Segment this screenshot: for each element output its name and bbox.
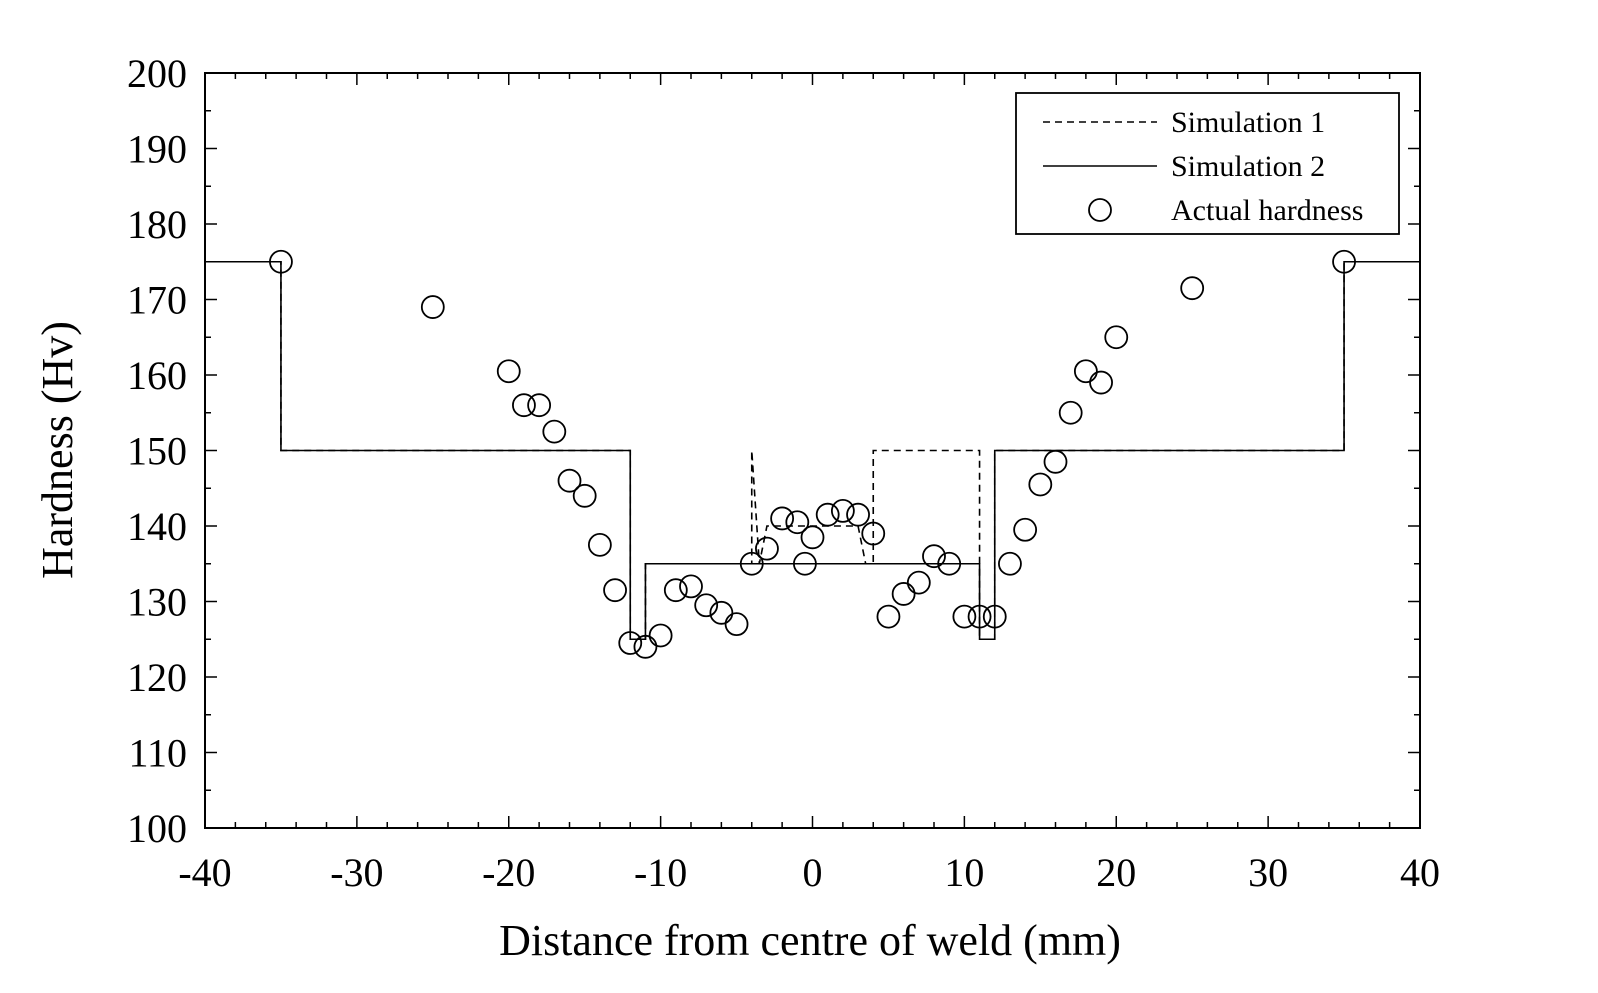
actual-hardness-point [572,483,597,508]
actual-hardness-point [1104,325,1129,350]
actual-hardness-point [663,578,688,603]
y-tick-label: 160 [127,353,187,398]
actual-hardness-point [793,551,817,576]
actual-hardness-point [557,468,582,493]
legend: Simulation 1 Simulation 2 Actual hardness [1015,92,1400,235]
y-tick-label: 100 [127,806,187,851]
tick-labels: -40 -30 -20 -10 0 10 20 30 40 100 110 120 130 140 150 1… [127,51,1440,895]
legend-label: Simulation 1 [1171,106,1325,139]
y-tick-label: 190 [127,127,187,172]
actual-hardness-point [922,544,946,569]
y-tick-label: 140 [127,504,187,549]
actual-hardness-point [648,623,673,648]
x-tick-label: 0 [803,850,823,895]
actual-hardness-point [527,393,552,418]
actual-hardness-point [1180,276,1205,301]
actual-hardness-point [876,604,901,629]
actual-hardness-point [982,604,1007,629]
actual-hardness-point [603,578,627,603]
actual-hardness-point [512,393,536,418]
actual-hardness-point [1089,370,1113,395]
actual-hardness-point [1013,517,1038,542]
series-layer [205,260,1420,641]
actual-hardness-point [846,502,870,527]
actual-hardness-point [1332,249,1356,274]
actual-hardness-point [785,510,810,535]
actual-hardness-point [633,634,658,659]
actual-hardness-point [694,593,719,618]
legend-label: Simulation 2 [1171,150,1325,183]
x-tick-label: -30 [330,850,383,895]
actual-hardness-point [906,570,931,595]
actual-hardness-point [269,249,293,274]
actual-hardness-point [420,295,445,319]
legend-box [1015,92,1400,235]
actual-hardness-point [937,551,962,576]
x-axis-title: Distance from centre of weld (mm) [499,916,1121,965]
actual-hardness-point [815,502,840,527]
actual-hardness-point [755,536,779,561]
actual-hardness-point [861,521,886,546]
actual-hardness-point [998,551,1022,576]
actual-hardness-point [724,612,749,637]
actual-hardness-point [496,359,521,384]
y-tick-label: 120 [127,655,187,700]
legend-label: Actual hardness [1171,194,1363,227]
legend-marker-actual-hardness [1088,198,1112,222]
x-tick-label: -20 [482,850,535,895]
actual-hardness-point [1073,359,1098,384]
actual-hardness-point [1028,472,1053,497]
y-tick-label: 180 [127,202,187,247]
actual-hardness-point [952,604,977,629]
series-line-simulation-2 [205,260,1420,641]
actual-hardness-point [770,506,795,531]
actual-hardness-point [542,419,567,444]
x-tick-label: 30 [1248,850,1288,895]
axes [204,72,1421,829]
actual-hardness-point [618,631,643,655]
x-tick-label: -40 [178,850,231,895]
x-tick-label: 10 [944,850,984,895]
points-layer [269,249,1356,659]
x-tick-label: 20 [1096,850,1136,895]
actual-hardness-point [739,551,764,576]
x-tick-label: 40 [1400,850,1440,895]
actual-hardness-point [800,525,825,550]
actual-hardness-point [891,582,916,606]
y-tick-label: 170 [127,278,187,323]
y-tick-label: 130 [127,580,187,625]
actual-hardness-point [679,574,703,599]
x-tick-label: -10 [634,850,687,895]
actual-hardness-point [1058,400,1083,425]
y-tick-label: 200 [127,51,187,96]
actual-hardness-point [967,604,992,629]
y-axis-title: Hardness (Hv) [33,321,82,579]
y-tick-label: 150 [127,429,187,474]
actual-hardness-point [1043,449,1068,474]
actual-hardness-point [830,498,855,523]
y-tick-label: 110 [128,731,187,776]
actual-hardness-point [587,532,612,557]
actual-hardness-point [709,600,734,625]
